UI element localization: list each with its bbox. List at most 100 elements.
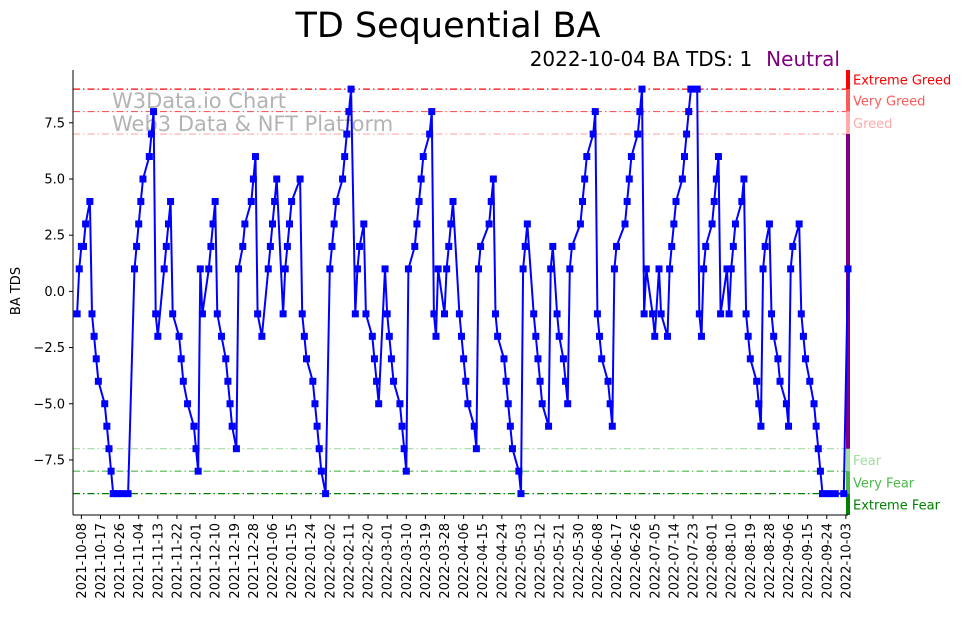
data-point — [621, 220, 629, 228]
data-point — [627, 153, 635, 161]
data-point — [559, 355, 567, 363]
data-point — [101, 400, 109, 408]
data-point — [591, 108, 599, 116]
data-point — [135, 220, 143, 228]
data-point — [727, 265, 735, 273]
data-point — [712, 175, 720, 183]
data-point — [680, 153, 688, 161]
data-point — [470, 422, 478, 430]
data-point — [232, 445, 240, 453]
data-point — [196, 265, 204, 273]
watermark-line-1: W3Data.io Chart — [112, 89, 286, 113]
x-tick-label: 2022-07-23 — [686, 523, 701, 599]
data-point — [362, 310, 370, 318]
x-tick-label: 2022-04-24 — [495, 523, 510, 599]
data-point — [702, 242, 710, 250]
data-point — [411, 242, 419, 250]
series-ba-tds — [73, 85, 852, 498]
data-point — [787, 265, 795, 273]
data-point — [109, 490, 117, 498]
data-point — [370, 355, 378, 363]
x-tick-label: 2022-08-01 — [706, 523, 721, 599]
data-point — [428, 108, 436, 116]
x-tick-label: 2022-09-15 — [801, 523, 816, 599]
x-tick-label: 2021-12-28 — [247, 523, 262, 599]
data-point — [254, 310, 262, 318]
data-point — [521, 242, 529, 250]
data-point — [678, 175, 686, 183]
data-point — [593, 310, 601, 318]
x-tick-label: 2022-01-24 — [304, 523, 319, 599]
y-tick-label: 2.5 — [44, 229, 65, 244]
y-tick-label: −2.5 — [33, 341, 65, 356]
data-point — [638, 85, 646, 93]
data-point — [636, 108, 644, 116]
x-tick-label: 2022-06-26 — [629, 523, 644, 599]
data-point — [356, 242, 364, 250]
data-point — [326, 265, 334, 273]
y-tick-label: −5.0 — [33, 397, 65, 412]
x-tick-label: 2022-01-06 — [266, 523, 281, 599]
level-label-extreme-fear: Extreme Fear — [853, 498, 941, 513]
data-point — [649, 310, 657, 318]
x-tick-label: 2022-03-28 — [438, 523, 453, 599]
data-point — [799, 332, 807, 340]
data-point — [755, 400, 763, 408]
data-point — [506, 422, 514, 430]
data-point — [169, 310, 177, 318]
data-point — [534, 355, 542, 363]
data-point — [339, 175, 347, 183]
data-point — [549, 242, 557, 250]
data-point — [441, 310, 449, 318]
data-point — [239, 242, 247, 250]
series-line — [76, 88, 849, 495]
data-point — [309, 377, 317, 385]
y-tick-label: 0.0 — [44, 285, 65, 300]
data-point — [145, 153, 153, 161]
data-point — [298, 310, 306, 318]
data-point — [474, 265, 482, 273]
data-point — [430, 310, 438, 318]
data-point — [249, 175, 257, 183]
x-tick-label: 2022-05-30 — [572, 523, 587, 599]
data-point — [564, 400, 572, 408]
x-tick-label: 2022-09-06 — [782, 523, 797, 599]
data-point — [606, 400, 614, 408]
x-tick-label: 2022-02-11 — [342, 523, 357, 599]
x-tick-label: 2022-01-15 — [285, 523, 300, 599]
data-point — [341, 153, 349, 161]
data-point — [375, 400, 383, 408]
data-point — [640, 310, 648, 318]
data-point — [302, 355, 310, 363]
data-point — [738, 197, 746, 205]
data-point — [710, 197, 718, 205]
data-point — [545, 422, 553, 430]
data-point — [765, 220, 773, 228]
x-tick-label: 2022-05-12 — [534, 523, 549, 599]
data-point — [494, 332, 502, 340]
data-point — [347, 85, 355, 93]
data-point — [668, 242, 676, 250]
data-point — [687, 85, 695, 93]
data-point — [508, 445, 516, 453]
x-tick-label: 2022-03-10 — [400, 523, 415, 599]
data-point — [273, 175, 281, 183]
data-point — [353, 265, 361, 273]
data-point — [194, 467, 202, 475]
data-point — [317, 467, 325, 475]
data-point — [700, 265, 708, 273]
y-tick-label: 5.0 — [44, 173, 65, 188]
sentiment-status: Neutral — [766, 47, 840, 71]
data-point — [279, 310, 287, 318]
data-point — [795, 220, 803, 228]
data-point — [139, 175, 147, 183]
x-tick-label: 2021-11-04 — [132, 523, 147, 599]
data-point — [500, 355, 508, 363]
data-point — [445, 242, 453, 250]
data-point — [449, 197, 457, 205]
data-point — [88, 310, 96, 318]
data-point — [105, 445, 113, 453]
data-point — [264, 265, 272, 273]
data-point — [222, 355, 230, 363]
